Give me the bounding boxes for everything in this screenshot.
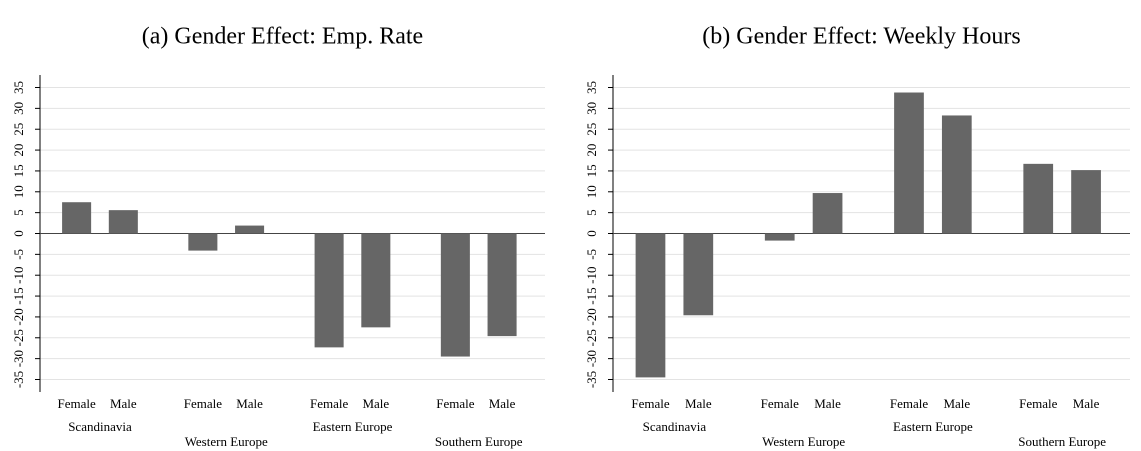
bar	[487, 233, 517, 337]
bar	[62, 202, 92, 234]
y-tick-label: 0	[584, 230, 599, 237]
group-label: Scandinavia	[643, 419, 707, 434]
bar	[683, 233, 714, 316]
bar	[635, 233, 666, 378]
chart-title: (a) Gender Effect: Emp. Rate	[142, 24, 423, 50]
y-tick-label: -15	[11, 287, 26, 304]
bar	[941, 115, 972, 234]
x-tick-label: Female	[436, 396, 474, 411]
group-label: Western Europe	[185, 434, 268, 449]
y-tick-label: -35	[11, 371, 26, 388]
chart-title: (b) Gender Effect: Weekly Hours	[702, 24, 1020, 50]
x-tick-label: Male	[1073, 396, 1100, 411]
y-tick-label: -30	[584, 350, 599, 367]
bar	[314, 233, 344, 348]
group-label: Eastern Europe	[313, 419, 393, 434]
x-tick-label: Male	[489, 396, 516, 411]
y-tick-label: -10	[11, 267, 26, 284]
bar	[235, 225, 265, 234]
group-label: Southern Europe	[1018, 434, 1106, 449]
y-tick-label: 35	[11, 81, 26, 94]
y-tick-label: 15	[584, 164, 599, 177]
bar	[894, 92, 924, 234]
y-tick-label: -10	[584, 267, 599, 284]
group-label: Scandinavia	[68, 419, 132, 434]
x-tick-label: Female	[890, 396, 928, 411]
x-tick-label: Female	[310, 396, 348, 411]
y-tick-label: -20	[11, 308, 26, 325]
x-tick-label: Female	[184, 396, 222, 411]
bar	[361, 233, 391, 328]
y-tick-label: -35	[584, 371, 599, 388]
x-tick-label: Male	[110, 396, 137, 411]
y-tick-label: 15	[11, 164, 26, 177]
bar	[1071, 170, 1101, 234]
y-tick-label: -15	[584, 287, 599, 304]
y-tick-label: -25	[584, 329, 599, 346]
x-tick-label: Female	[631, 396, 669, 411]
y-tick-label: 10	[11, 185, 26, 198]
y-tick-label: -20	[584, 308, 599, 325]
y-tick-label: 30	[584, 102, 599, 115]
y-tick-label: 10	[584, 185, 599, 198]
x-tick-label: Male	[814, 396, 841, 411]
x-tick-label: Female	[1019, 396, 1057, 411]
x-tick-label: Male	[236, 396, 263, 411]
y-tick-label: 5	[11, 209, 26, 216]
y-tick-label: 20	[11, 144, 26, 157]
y-tick-label: 30	[11, 102, 26, 115]
y-tick-label: -5	[11, 249, 26, 260]
bar	[188, 233, 218, 251]
y-tick-label: 20	[584, 144, 599, 157]
y-tick-label: 25	[584, 123, 599, 136]
bar	[764, 233, 795, 241]
group-label: Southern Europe	[435, 434, 523, 449]
y-tick-label: 25	[11, 123, 26, 136]
bar	[1023, 163, 1054, 234]
x-tick-label: Male	[362, 396, 389, 411]
y-tick-label: -5	[584, 249, 599, 260]
x-tick-label: Female	[761, 396, 799, 411]
bar	[108, 210, 138, 234]
y-tick-label: -30	[11, 350, 26, 367]
y-tick-label: -25	[11, 329, 26, 346]
x-tick-label: Male	[943, 396, 970, 411]
y-tick-label: 0	[11, 230, 26, 237]
x-tick-label: Female	[57, 396, 95, 411]
group-label: Western Europe	[762, 434, 845, 449]
group-label: Eastern Europe	[893, 419, 973, 434]
x-tick-label: Male	[685, 396, 712, 411]
bar	[812, 193, 843, 234]
y-tick-label: 5	[584, 209, 599, 216]
y-tick-label: 35	[584, 81, 599, 94]
bar	[440, 233, 470, 357]
